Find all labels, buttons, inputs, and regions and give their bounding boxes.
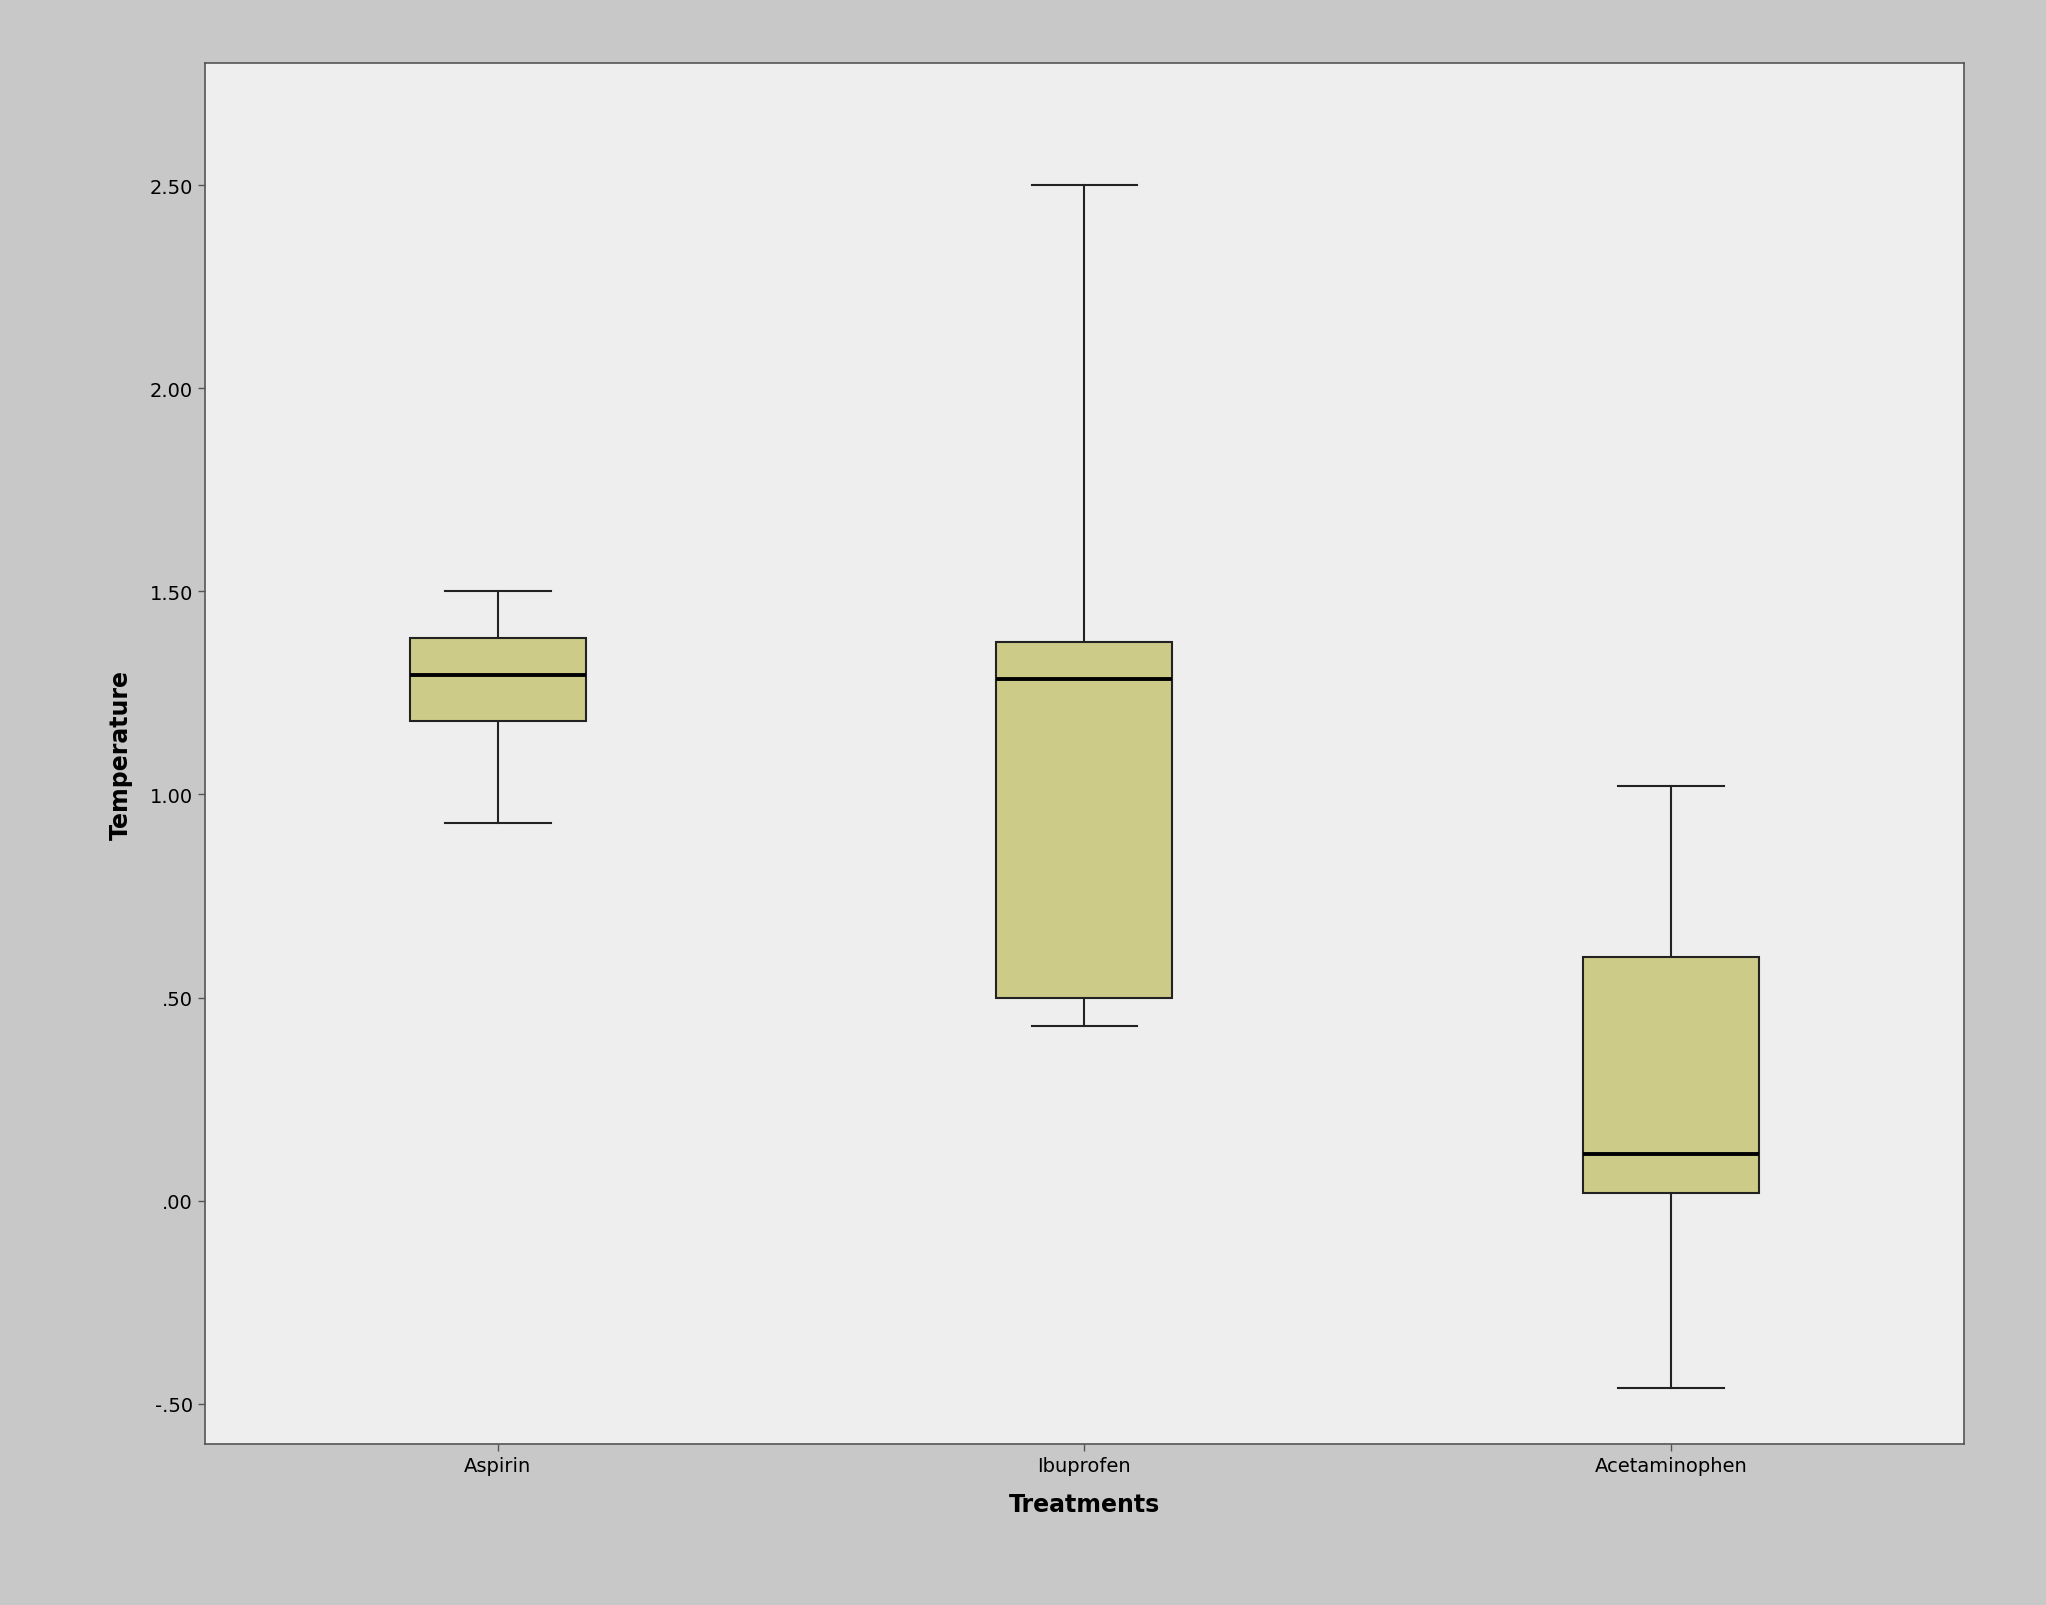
Bar [1584,957,1760,1193]
X-axis label: Treatments: Treatments [1009,1493,1160,1517]
Y-axis label: Temperature: Temperature [108,669,133,839]
Bar [409,639,585,722]
Bar [996,642,1172,998]
